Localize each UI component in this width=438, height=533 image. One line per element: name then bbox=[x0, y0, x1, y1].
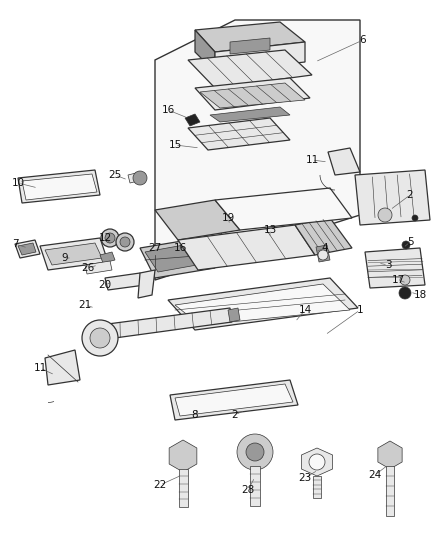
Circle shape bbox=[412, 215, 418, 221]
Text: 11: 11 bbox=[305, 155, 318, 165]
Text: 9: 9 bbox=[62, 253, 68, 263]
Polygon shape bbox=[170, 380, 298, 420]
Polygon shape bbox=[365, 248, 425, 288]
Circle shape bbox=[399, 287, 411, 299]
Circle shape bbox=[90, 328, 110, 348]
Polygon shape bbox=[175, 384, 293, 416]
Polygon shape bbox=[220, 215, 294, 239]
Circle shape bbox=[402, 241, 410, 249]
Polygon shape bbox=[200, 83, 305, 108]
Polygon shape bbox=[228, 308, 240, 322]
Text: 25: 25 bbox=[108, 170, 122, 180]
Circle shape bbox=[120, 237, 130, 247]
Circle shape bbox=[378, 208, 392, 222]
Polygon shape bbox=[15, 240, 40, 258]
Text: 24: 24 bbox=[368, 470, 381, 480]
Text: 16: 16 bbox=[173, 243, 187, 253]
Text: 19: 19 bbox=[221, 213, 235, 223]
Polygon shape bbox=[175, 284, 350, 325]
Text: 13: 13 bbox=[263, 225, 277, 235]
Text: 27: 27 bbox=[148, 243, 162, 253]
Polygon shape bbox=[230, 38, 270, 54]
Text: 28: 28 bbox=[241, 485, 254, 495]
Text: 3: 3 bbox=[385, 260, 391, 270]
Text: 21: 21 bbox=[78, 300, 92, 310]
Polygon shape bbox=[45, 350, 80, 385]
Polygon shape bbox=[195, 78, 310, 110]
Bar bbox=[386, 466, 394, 516]
Circle shape bbox=[82, 320, 118, 356]
Polygon shape bbox=[128, 172, 142, 183]
Polygon shape bbox=[210, 107, 290, 122]
Polygon shape bbox=[190, 398, 215, 412]
Text: 17: 17 bbox=[392, 275, 405, 285]
Text: 1: 1 bbox=[357, 305, 363, 315]
Polygon shape bbox=[40, 238, 108, 270]
Polygon shape bbox=[138, 270, 155, 298]
Circle shape bbox=[246, 443, 264, 461]
Text: 2: 2 bbox=[232, 410, 238, 420]
Bar bbox=[250, 466, 260, 506]
Polygon shape bbox=[100, 252, 115, 263]
Polygon shape bbox=[301, 448, 332, 476]
Bar bbox=[179, 469, 187, 507]
Polygon shape bbox=[188, 118, 290, 150]
Circle shape bbox=[318, 250, 328, 260]
Text: 11: 11 bbox=[33, 363, 46, 373]
Circle shape bbox=[133, 171, 147, 185]
Polygon shape bbox=[215, 188, 352, 230]
Circle shape bbox=[101, 229, 119, 247]
Polygon shape bbox=[183, 243, 205, 258]
Text: 20: 20 bbox=[99, 280, 112, 290]
Polygon shape bbox=[85, 261, 112, 274]
Polygon shape bbox=[195, 22, 305, 52]
Polygon shape bbox=[378, 441, 402, 469]
Text: 23: 23 bbox=[298, 473, 311, 483]
Polygon shape bbox=[168, 278, 358, 330]
Text: 22: 22 bbox=[153, 480, 166, 490]
Text: 26: 26 bbox=[81, 263, 95, 273]
Polygon shape bbox=[215, 210, 300, 243]
Polygon shape bbox=[45, 243, 102, 265]
Text: 16: 16 bbox=[161, 105, 175, 115]
Text: 5: 5 bbox=[407, 237, 413, 247]
Polygon shape bbox=[169, 440, 197, 472]
Circle shape bbox=[309, 454, 325, 470]
Polygon shape bbox=[18, 170, 100, 203]
Text: 15: 15 bbox=[168, 140, 182, 150]
Polygon shape bbox=[210, 398, 220, 408]
Text: 6: 6 bbox=[360, 35, 366, 45]
Polygon shape bbox=[178, 225, 315, 270]
Text: 7: 7 bbox=[12, 239, 18, 249]
Polygon shape bbox=[195, 30, 215, 72]
Circle shape bbox=[237, 434, 273, 470]
Polygon shape bbox=[155, 200, 240, 240]
Text: 10: 10 bbox=[11, 178, 25, 188]
Polygon shape bbox=[145, 243, 208, 272]
Circle shape bbox=[105, 233, 115, 243]
Circle shape bbox=[400, 275, 410, 285]
Polygon shape bbox=[355, 170, 430, 225]
Polygon shape bbox=[105, 273, 145, 290]
Circle shape bbox=[116, 233, 134, 251]
Polygon shape bbox=[140, 238, 215, 278]
Text: 8: 8 bbox=[192, 410, 198, 420]
Polygon shape bbox=[316, 245, 330, 262]
Text: 14: 14 bbox=[298, 305, 311, 315]
Polygon shape bbox=[100, 308, 232, 340]
Polygon shape bbox=[185, 114, 200, 126]
Bar bbox=[313, 476, 321, 498]
Polygon shape bbox=[328, 148, 360, 175]
Polygon shape bbox=[215, 42, 305, 72]
Polygon shape bbox=[188, 50, 312, 88]
Text: 4: 4 bbox=[321, 243, 328, 253]
Polygon shape bbox=[183, 243, 205, 258]
Polygon shape bbox=[18, 243, 36, 255]
Text: 18: 18 bbox=[413, 290, 427, 300]
Polygon shape bbox=[295, 218, 352, 255]
Polygon shape bbox=[155, 20, 360, 280]
Text: 12: 12 bbox=[99, 233, 112, 243]
Polygon shape bbox=[22, 174, 97, 200]
Text: 2: 2 bbox=[407, 190, 413, 200]
